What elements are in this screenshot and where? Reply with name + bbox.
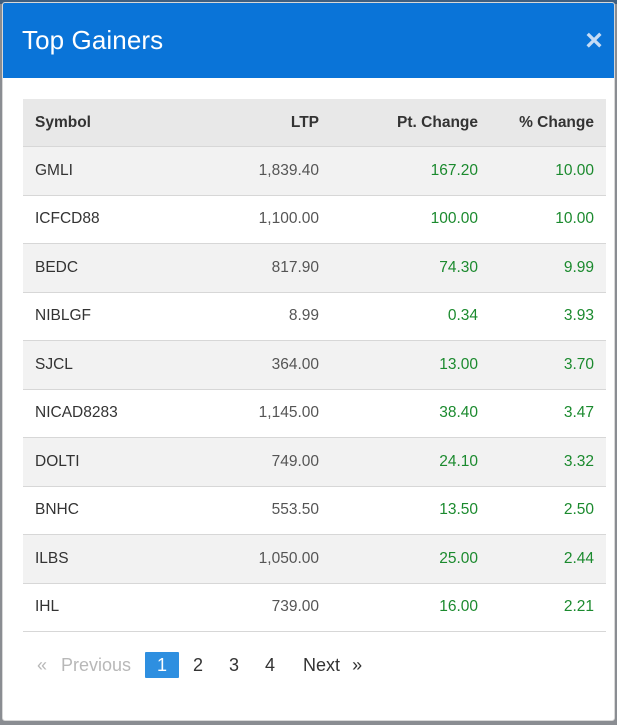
table-row[interactable]: SJCL 364.00 13.00 3.70 xyxy=(23,340,606,390)
pagination: « Previous 1 2 3 4 Next » xyxy=(23,650,604,680)
table-header-row: Symbol LTP Pt. Change % Change xyxy=(23,99,606,147)
symbol-cell: ILBS xyxy=(23,534,197,584)
pct-change-cell: 10.00 xyxy=(490,146,606,196)
ltp-cell: 749.00 xyxy=(197,437,331,487)
pct-change-cell: 3.70 xyxy=(490,340,606,390)
next-label: Next xyxy=(303,654,341,675)
symbol-cell: DOLTI xyxy=(23,437,197,487)
modal-header: Top Gainers × xyxy=(3,3,614,78)
symbol-cell: NICAD8283 xyxy=(23,389,197,438)
table-row[interactable]: DOLTI 749.00 24.10 3.32 xyxy=(23,437,606,487)
previous-page-button: « Previous xyxy=(37,655,131,676)
symbol-cell: NIBLGF xyxy=(23,292,197,341)
column-header-pct-change[interactable]: % Change xyxy=(490,99,606,147)
next-page-button[interactable]: Next » xyxy=(303,655,362,676)
table-row[interactable]: NICAD8283 1,145.00 38.40 3.47 xyxy=(23,389,606,438)
table-row[interactable]: NIBLGF 8.99 0.34 3.93 xyxy=(23,292,606,341)
pct-change-cell: 3.47 xyxy=(490,389,606,438)
double-chevron-right-icon: » xyxy=(352,654,363,675)
ltp-cell: 553.50 xyxy=(197,486,331,535)
pt-change-cell: 13.50 xyxy=(331,486,490,535)
symbol-cell: GMLI xyxy=(23,146,197,196)
pt-change-cell: 38.40 xyxy=(331,389,490,438)
pt-change-cell: 100.00 xyxy=(331,195,490,244)
column-header-symbol[interactable]: Symbol xyxy=(23,99,197,147)
page-4-button[interactable]: 4 xyxy=(265,654,276,675)
table-row[interactable]: GMLI 1,839.40 167.20 10.00 xyxy=(23,146,606,196)
gainers-table: Symbol LTP Pt. Change % Change GMLI 1,83… xyxy=(23,99,606,632)
pct-change-cell: 2.50 xyxy=(490,486,606,535)
symbol-cell: IHL xyxy=(23,583,197,632)
modal-title: Top Gainers xyxy=(22,25,164,55)
ltp-cell: 364.00 xyxy=(197,340,331,390)
ltp-cell: 739.00 xyxy=(197,583,331,632)
ltp-cell: 1,100.00 xyxy=(197,195,331,244)
pt-change-cell: 0.34 xyxy=(331,292,490,341)
page-2-button[interactable]: 2 xyxy=(193,654,204,675)
table-row[interactable]: BEDC 817.90 74.30 9.99 xyxy=(23,243,606,293)
pt-change-cell: 167.20 xyxy=(331,146,490,196)
pt-change-cell: 16.00 xyxy=(331,583,490,632)
table-row[interactable]: IHL 739.00 16.00 2.21 xyxy=(23,583,606,632)
table-row[interactable]: ILBS 1,050.00 25.00 2.44 xyxy=(23,534,606,584)
column-header-pt-change[interactable]: Pt. Change xyxy=(331,99,490,147)
pt-change-cell: 74.30 xyxy=(331,243,490,293)
pct-change-cell: 2.44 xyxy=(490,534,606,584)
table-row[interactable]: ICFCD88 1,100.00 100.00 10.00 xyxy=(23,195,606,244)
ltp-cell: 8.99 xyxy=(197,292,331,341)
ltp-cell: 817.90 xyxy=(197,243,331,293)
column-header-ltp[interactable]: LTP xyxy=(197,99,331,147)
double-chevron-left-icon: « xyxy=(37,654,48,675)
pt-change-cell: 13.00 xyxy=(331,340,490,390)
close-icon[interactable]: × xyxy=(585,23,603,57)
symbol-cell: SJCL xyxy=(23,340,197,390)
pct-change-cell: 3.93 xyxy=(490,292,606,341)
symbol-cell: BNHC xyxy=(23,486,197,535)
pct-change-cell: 10.00 xyxy=(490,195,606,244)
ltp-cell: 1,050.00 xyxy=(197,534,331,584)
modal-body: Symbol LTP Pt. Change % Change GMLI 1,83… xyxy=(3,78,614,680)
symbol-cell: BEDC xyxy=(23,243,197,293)
pt-change-cell: 25.00 xyxy=(331,534,490,584)
page-1-button[interactable]: 1 xyxy=(145,652,180,678)
previous-label: Previous xyxy=(61,654,132,675)
ltp-cell: 1,145.00 xyxy=(197,389,331,438)
page-3-button[interactable]: 3 xyxy=(229,654,240,675)
symbol-cell: ICFCD88 xyxy=(23,195,197,244)
table-row[interactable]: BNHC 553.50 13.50 2.50 xyxy=(23,486,606,535)
pct-change-cell: 2.21 xyxy=(490,583,606,632)
ltp-cell: 1,839.40 xyxy=(197,146,331,196)
pct-change-cell: 9.99 xyxy=(490,243,606,293)
pct-change-cell: 3.32 xyxy=(490,437,606,487)
pt-change-cell: 24.10 xyxy=(331,437,490,487)
